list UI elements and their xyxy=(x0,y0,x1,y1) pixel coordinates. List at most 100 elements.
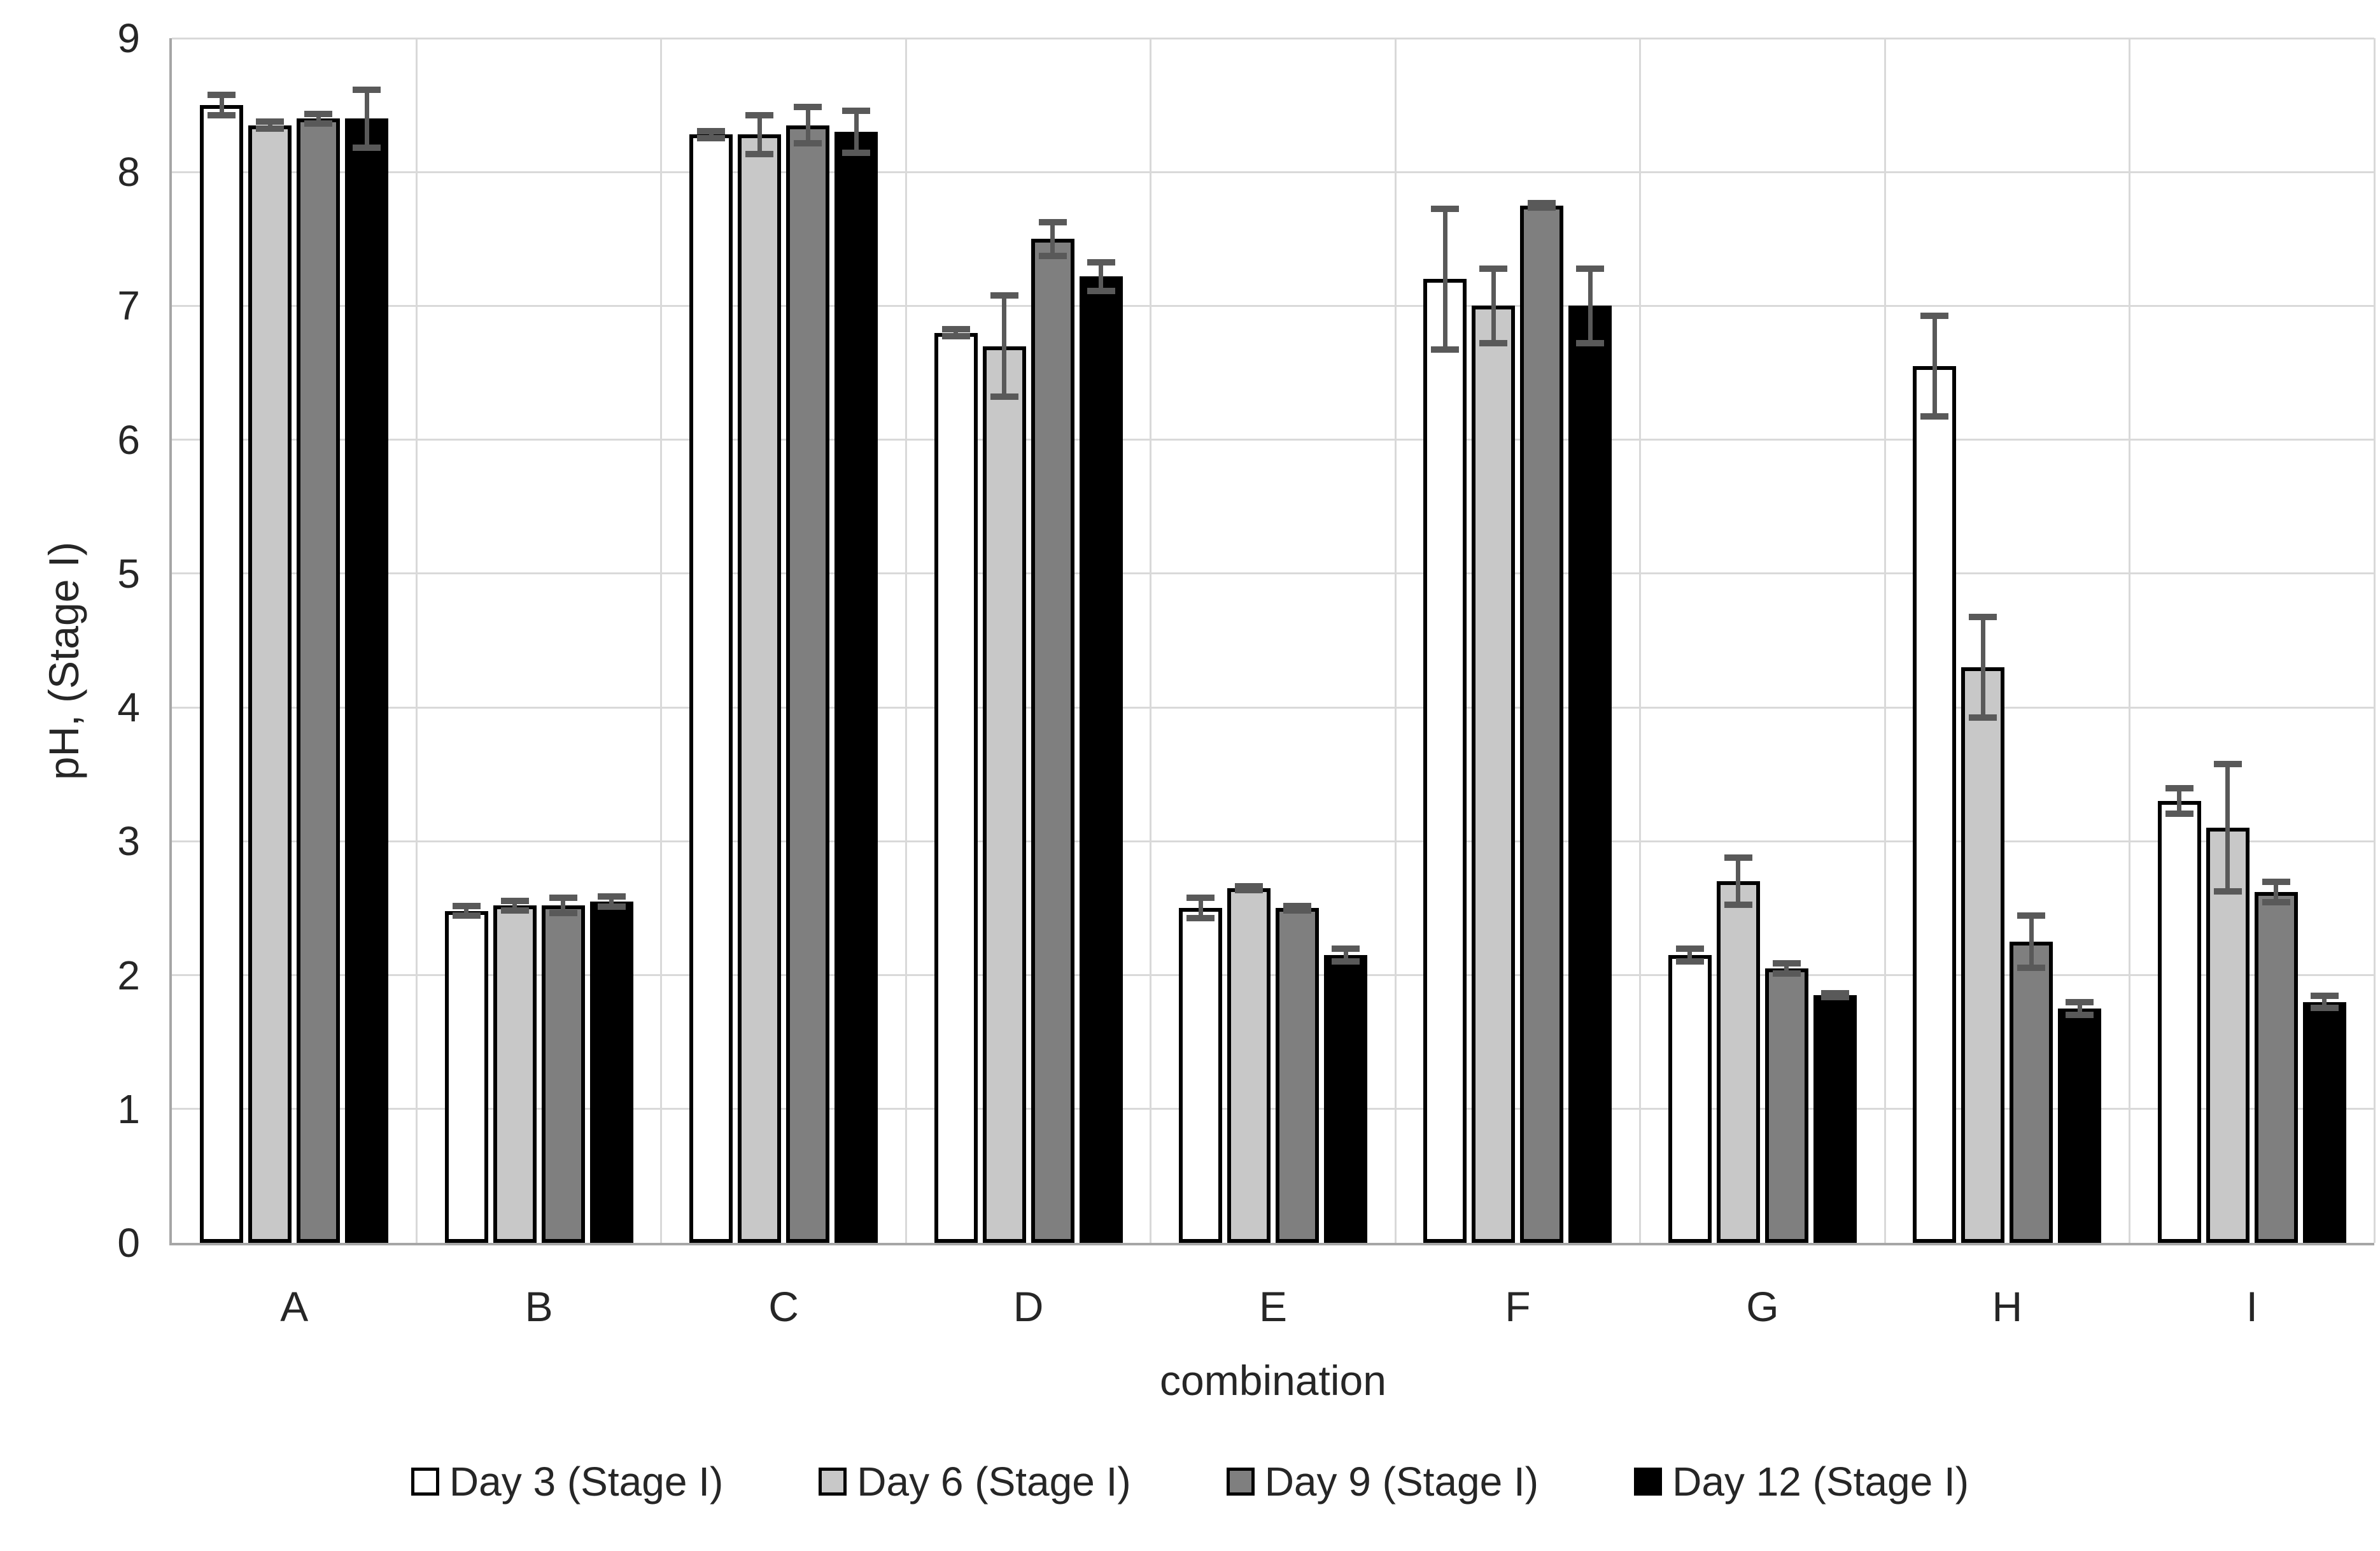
bar xyxy=(345,118,389,1243)
error-bar-cap-bottom xyxy=(500,907,529,914)
error-bar-cap-top xyxy=(1969,613,1997,620)
error-bar-cap-bottom xyxy=(1431,346,1460,353)
error-bar-line xyxy=(561,895,566,917)
bar xyxy=(689,134,733,1243)
bar xyxy=(297,118,341,1243)
error-bar-line xyxy=(708,127,714,141)
error-bar xyxy=(297,110,340,127)
bar xyxy=(2254,892,2298,1243)
error-bar-line xyxy=(2029,912,2034,972)
error-bar xyxy=(1520,200,1563,211)
error-bar-cap-bottom xyxy=(990,393,1018,400)
y-tick-label: 9 xyxy=(117,15,140,61)
error-bar-cap-bottom xyxy=(1969,714,1997,721)
legend-item: Day 12 (Stage I) xyxy=(1634,1458,1969,1505)
legend-label: Day 3 (Stage I) xyxy=(449,1459,724,1505)
y-axis-line xyxy=(169,38,172,1243)
error-bar-line xyxy=(1687,945,1693,965)
v-gridline xyxy=(1884,38,1886,1243)
error-bar xyxy=(1423,205,1467,353)
bar xyxy=(1668,955,1712,1243)
error-bar-cap-top xyxy=(1576,266,1605,273)
bar xyxy=(2302,1002,2346,1243)
error-bar xyxy=(2058,999,2101,1018)
error-bar xyxy=(1813,989,1857,1001)
legend-swatch xyxy=(1226,1468,1255,1496)
error-bar-cap-bottom xyxy=(1186,915,1215,922)
error-bar-line xyxy=(1343,945,1348,965)
bar xyxy=(541,905,585,1243)
error-bar-cap-bottom xyxy=(842,149,871,156)
error-bar-cap-bottom xyxy=(256,125,285,132)
error-bar-cap-top xyxy=(1087,258,1115,266)
error-bar xyxy=(934,325,978,339)
bar xyxy=(1031,239,1074,1243)
error-bar-cap-top xyxy=(1528,200,1556,207)
error-bar-line xyxy=(1588,266,1593,346)
bar xyxy=(1813,995,1857,1243)
error-bar xyxy=(1179,895,1222,922)
v-gridline xyxy=(1639,38,1642,1243)
legend-item: Day 6 (Stage I) xyxy=(819,1458,1131,1505)
h-gridline xyxy=(172,706,2374,709)
error-bar xyxy=(983,292,1026,400)
error-bar xyxy=(738,111,781,158)
error-bar-cap-top xyxy=(2066,999,2094,1006)
error-bar xyxy=(493,897,537,914)
error-bar-cap-bottom xyxy=(1820,994,1849,1001)
error-bar-cap-bottom xyxy=(1675,958,1704,965)
error-bar-cap-top xyxy=(842,108,871,115)
legend-swatch xyxy=(819,1468,847,1496)
bar xyxy=(1568,306,1612,1243)
category-label: I xyxy=(2246,1283,2258,1330)
bar xyxy=(1764,968,1808,1243)
error-bar-cap-top xyxy=(697,127,726,134)
bar xyxy=(1520,205,1564,1243)
h-gridline xyxy=(172,974,2374,977)
error-bar-cap-bottom xyxy=(2017,965,2046,972)
error-bar-cap-bottom xyxy=(1772,970,1801,977)
error-bar-line xyxy=(854,108,859,156)
error-bar-line xyxy=(609,893,614,910)
bar xyxy=(444,910,488,1243)
x-axis-title: combination xyxy=(1160,1357,1386,1404)
legend-label: Day 9 (Stage I) xyxy=(1264,1459,1539,1505)
bar xyxy=(1276,908,1319,1243)
error-bar xyxy=(1472,266,1515,346)
error-bar-cap-top xyxy=(304,110,333,117)
error-bar xyxy=(1765,960,1808,977)
y-tick-label: 0 xyxy=(117,1220,140,1266)
error-bar-line xyxy=(954,325,959,339)
error-bar xyxy=(1568,266,1612,346)
error-bar xyxy=(1080,258,1123,294)
y-tick-label: 8 xyxy=(117,149,140,195)
legend-label: Day 12 (Stage I) xyxy=(1672,1459,1969,1505)
error-bar-cap-top xyxy=(1675,945,1704,953)
y-tick-label: 3 xyxy=(117,818,140,865)
category-label: E xyxy=(1258,1283,1287,1330)
error-bar-cap-top xyxy=(208,92,236,99)
error-bar xyxy=(1961,613,2004,721)
bar xyxy=(1472,306,1516,1243)
error-bar-line xyxy=(2177,785,2182,818)
error-bar xyxy=(2255,879,2298,906)
x-axis-line xyxy=(169,1243,2374,1245)
error-bar-cap-bottom xyxy=(1724,902,1752,909)
v-gridline xyxy=(2373,38,2376,1243)
v-gridline xyxy=(2129,38,2131,1243)
category-label: D xyxy=(1013,1283,1044,1330)
error-bar xyxy=(2010,912,2053,972)
error-bar-line xyxy=(2274,879,2279,906)
error-bar-cap-top xyxy=(1186,895,1215,902)
error-bar-cap-bottom xyxy=(2165,811,2193,818)
error-bar-cap-top xyxy=(794,104,822,110)
error-bar xyxy=(834,108,878,156)
v-gridline xyxy=(415,38,418,1243)
plot-area: 0 1 2 3 4 5 6 7 8 9 A B C D E F G H I xyxy=(117,15,2376,1330)
error-bar-cap-top xyxy=(1283,903,1311,910)
bar xyxy=(589,901,633,1243)
error-bar-line xyxy=(1736,854,1741,909)
error-bar-line xyxy=(1491,266,1496,346)
error-bar xyxy=(2303,992,2346,1012)
error-bar-cap-bottom xyxy=(353,144,381,151)
